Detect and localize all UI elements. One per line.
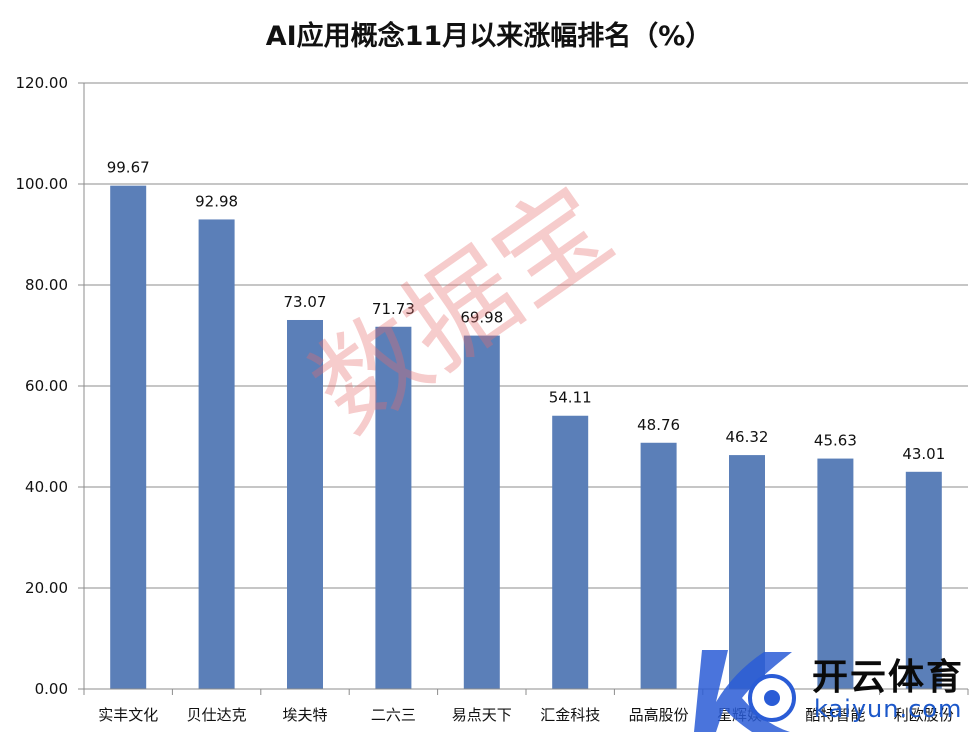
bar bbox=[905, 471, 942, 689]
y-tick-label: 40.00 bbox=[25, 478, 68, 496]
bar bbox=[198, 219, 235, 690]
y-tick-label: 20.00 bbox=[25, 579, 68, 597]
data-label: 73.07 bbox=[284, 293, 327, 311]
data-label: 45.63 bbox=[814, 432, 857, 450]
data-label: 48.76 bbox=[637, 416, 680, 434]
y-tick-label: 80.00 bbox=[25, 276, 68, 294]
x-category-label: 贝仕达克 bbox=[187, 706, 247, 724]
data-label: 92.98 bbox=[195, 192, 238, 210]
data-label: 99.67 bbox=[107, 159, 150, 177]
x-category-label: 品高股份 bbox=[629, 706, 689, 724]
x-category-label: 二六三 bbox=[371, 706, 416, 724]
chart-title: AI应用概念11月以来涨幅排名（%） bbox=[265, 21, 713, 52]
x-category-label: 利欧股份 bbox=[894, 706, 954, 724]
bar bbox=[110, 185, 147, 689]
bar bbox=[287, 319, 323, 689]
data-label: 71.73 bbox=[372, 300, 415, 318]
bar bbox=[729, 455, 765, 689]
bar bbox=[463, 335, 500, 689]
bar bbox=[552, 415, 589, 689]
y-tick-label: 120.00 bbox=[16, 74, 69, 92]
data-label: 54.11 bbox=[549, 389, 592, 407]
data-label: 46.32 bbox=[726, 428, 769, 446]
y-tick-label: 0.00 bbox=[35, 680, 68, 698]
bar bbox=[817, 458, 854, 689]
y-tick-label: 100.00 bbox=[16, 175, 69, 193]
data-label: 43.01 bbox=[902, 445, 945, 463]
x-category-label: 易点天下 bbox=[452, 706, 512, 724]
x-category-label: 实丰文化 bbox=[98, 706, 158, 724]
x-category-label: 汇金科技 bbox=[540, 706, 600, 724]
data-label: 69.98 bbox=[460, 309, 503, 327]
brand-logo-icon bbox=[694, 650, 796, 732]
y-tick-label: 60.00 bbox=[25, 377, 68, 395]
brand-logo-domain: kaiyun.com bbox=[814, 695, 963, 723]
bar bbox=[375, 326, 412, 689]
bar bbox=[640, 442, 677, 689]
brand-logo-title: 开云体育 bbox=[812, 657, 965, 698]
x-category-label: 埃夫特 bbox=[282, 706, 327, 724]
x-category-label: 酷特智能 bbox=[805, 706, 865, 724]
